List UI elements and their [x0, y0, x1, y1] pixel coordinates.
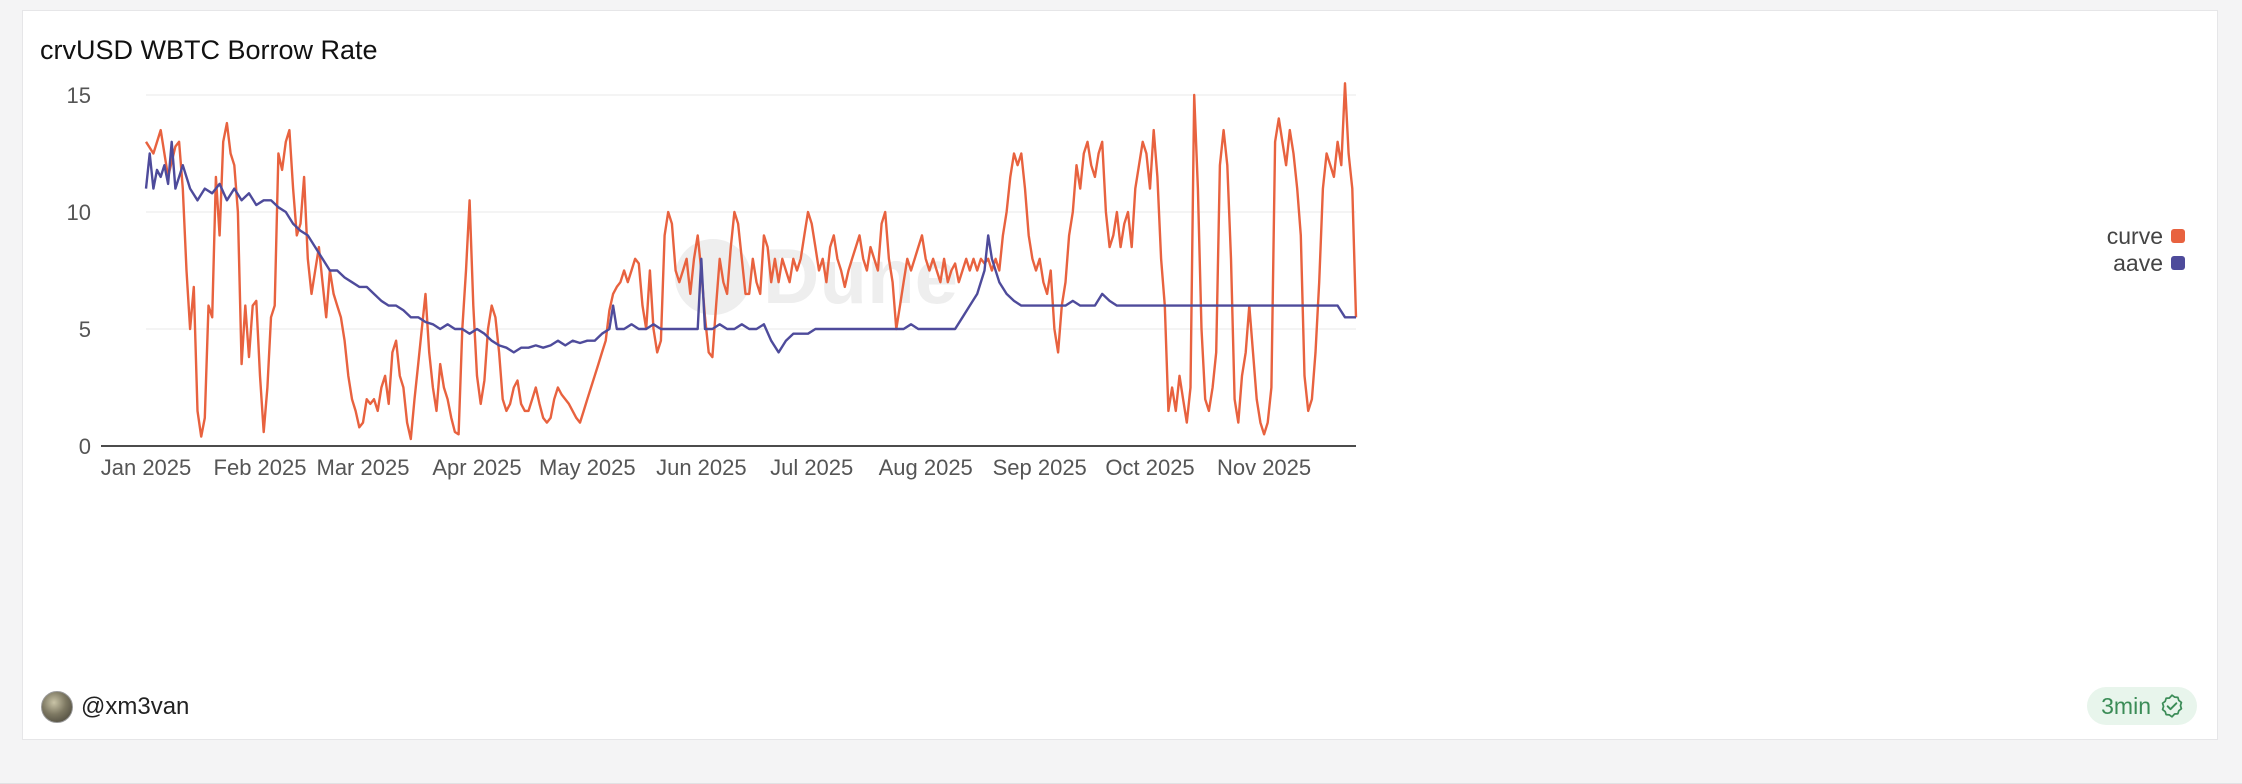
avatar [41, 691, 73, 723]
legend-label-curve: curve [2107, 223, 2163, 249]
legend-label-aave: aave [2113, 250, 2163, 276]
x-tick-label: Jul 2025 [770, 455, 853, 480]
series-line-curve [144, 82, 1358, 441]
y-tick-label: 15 [67, 83, 91, 108]
y-tick-label: 0 [79, 434, 91, 459]
y-tick-label: 5 [79, 317, 91, 342]
chart-card: crvUSD WBTC Borrow Rate Dune 0 5 10 15 Jan 2… [22, 10, 2218, 740]
run-time-label: 3min [2101, 692, 2151, 719]
chart-title: crvUSD WBTC Borrow Rate [40, 35, 378, 65]
run-time-badge: 3min [2087, 687, 2197, 725]
watermark-logo-icon [675, 239, 751, 315]
legend-swatch-aave [2171, 256, 2185, 270]
x-tick-label: Aug 2025 [879, 455, 973, 480]
legend-swatch-curve [2171, 229, 2185, 243]
author[interactable]: @xm3van [41, 691, 189, 723]
check-badge-icon [2161, 694, 2183, 718]
author-handle[interactable]: @xm3van [81, 693, 190, 720]
x-tick-label: Sep 2025 [993, 455, 1087, 480]
y-tick-label: 10 [67, 200, 91, 225]
series-line-aave [144, 140, 1356, 354]
x-tick-label: Jan 2025 [101, 455, 192, 480]
x-tick-label: Nov 2025 [1217, 455, 1311, 480]
x-tick-label: Mar 2025 [317, 455, 410, 480]
x-tick-label: Oct 2025 [1105, 455, 1194, 480]
x-tick-label: Jun 2025 [656, 455, 747, 480]
x-tick-label: May 2025 [539, 455, 636, 480]
x-tick-label: Feb 2025 [214, 455, 307, 480]
x-tick-label: Apr 2025 [432, 455, 521, 480]
